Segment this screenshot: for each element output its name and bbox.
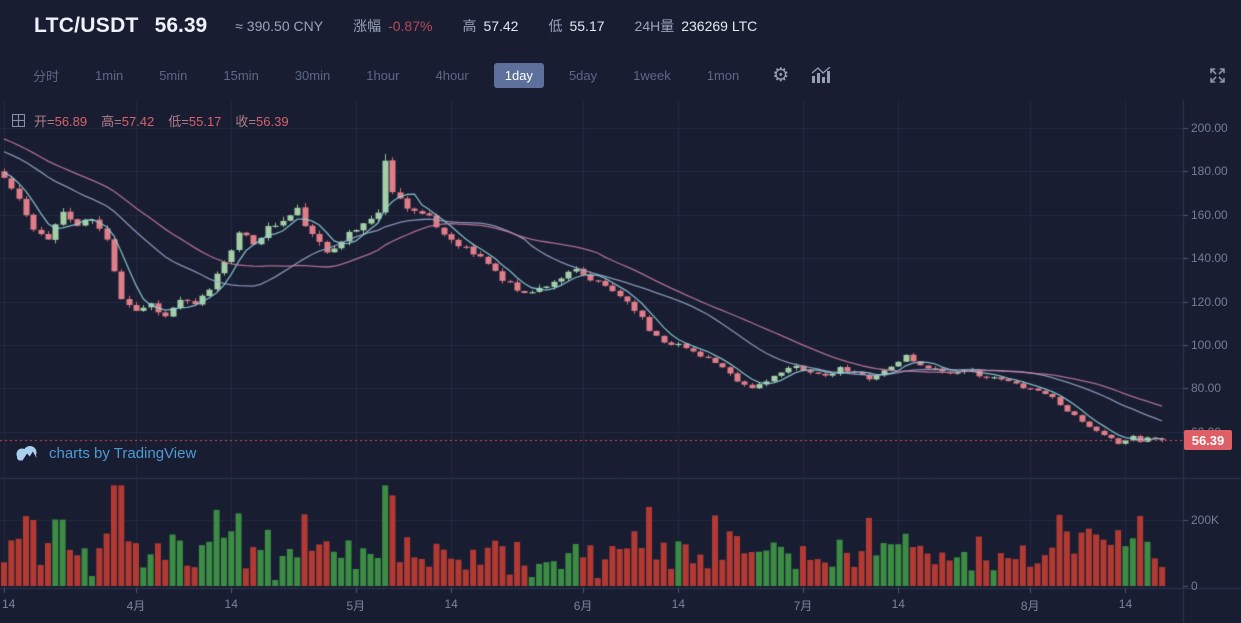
fullscreen-icon[interactable] <box>1208 66 1227 85</box>
interval-tab-分时[interactable]: 分时 <box>33 68 60 84</box>
price-axis-label: 180.00 <box>1191 164 1228 179</box>
high-label: 高 <box>462 18 477 34</box>
time-axis-label: 14 <box>444 597 458 611</box>
volume-axis-label: 200K <box>1191 513 1220 527</box>
price-axis-label: 140.00 <box>1191 251 1228 266</box>
interval-tab-5min[interactable]: 5min <box>159 67 188 83</box>
change-value: -0.87% <box>388 18 433 34</box>
change-24h: 涨幅 -0.87% <box>353 16 432 36</box>
time-axis-label: 14 <box>891 597 905 611</box>
legend-low: 低=55.17 <box>168 114 222 129</box>
high-value: 57.42 <box>483 18 519 34</box>
interval-tab-4hour[interactable]: 4hour <box>435 67 469 83</box>
high-24h: 高 57.42 <box>462 16 518 36</box>
volume-axis-label: 0 <box>1191 579 1198 593</box>
time-axis-label: 14 <box>224 597 238 611</box>
interval-tabs: 分时 1min 5min 15min 30min 1hour 4hour 1day 5day 1w… <box>22 61 750 90</box>
interval-tab-1week[interactable]: 1week <box>633 67 671 83</box>
volume-24h: 24H量 236269 LTC <box>635 16 758 36</box>
last-price: 56.39 <box>154 14 208 37</box>
interval-toolbar: 分时 1min 5min 15min 30min 1hour 4hour 1day 5day 1w… <box>0 52 1241 98</box>
price-axis-label: 120.00 <box>1191 294 1228 309</box>
interval-tab-30min[interactable]: 30min <box>294 67 331 83</box>
interval-tab-1min[interactable]: 1min <box>95 67 124 83</box>
price-axis-label: 100.00 <box>1191 338 1228 352</box>
interval-tab-15min[interactable]: 15min <box>223 67 259 83</box>
tradingview-logo-icon <box>14 445 40 462</box>
low-label: 低 <box>548 18 563 34</box>
time-axis-label: 14 <box>671 597 686 611</box>
interval-tab-1hour[interactable]: 1hour <box>366 67 400 83</box>
price-axis-label: 80.00 <box>1191 381 1222 396</box>
settings-icon[interactable]: ⚙ <box>772 64 790 86</box>
price-axis-label: 200.00 <box>1191 121 1228 135</box>
tradingview-attribution[interactable]: charts by TradingView <box>14 445 196 462</box>
change-label: 涨幅 <box>353 18 382 34</box>
attribution-text: charts by TradingView <box>49 445 197 462</box>
current-price-tag: 56.39 <box>1184 430 1232 450</box>
indicator-icon[interactable] <box>811 66 831 84</box>
time-axis-label: 6月 <box>573 599 593 613</box>
price-axis-label: 160.00 <box>1191 207 1228 222</box>
low-value: 55.17 <box>569 18 605 34</box>
legend-high: 高=57.42 <box>101 114 155 129</box>
legend-close: 收=56.39 <box>235 114 289 129</box>
time-axis-label: 8月 <box>1020 599 1040 613</box>
volume-value: 236269 LTC <box>681 18 758 34</box>
interval-tab-5day[interactable]: 5day <box>568 67 598 83</box>
fiat-equivalent: ≈ 390.50 CNY <box>235 18 324 34</box>
time-axis-label: 14 <box>1118 597 1133 611</box>
time-axis-label: 7月 <box>793 599 813 613</box>
symbol-title: LTC/USDT <box>34 14 139 37</box>
time-axis-label: 4月 <box>126 599 146 613</box>
time-axis-label: 5月 <box>346 599 366 613</box>
interval-tab-1mon[interactable]: 1mon <box>706 67 740 83</box>
legend-open: 开=56.89 <box>34 114 88 129</box>
symbol-header: LTC/USDT 56.39 ≈ 390.50 CNY 涨幅 -0.87% 高 57… <box>0 0 1241 52</box>
low-24h: 低 55.17 <box>548 16 604 36</box>
interval-tab-1day[interactable]: 1day <box>493 62 544 88</box>
ohlc-legend: 开=56.89 高=57.42 低=55.17 收=56.39 <box>12 111 303 130</box>
time-axis-label: 14 <box>2 597 16 611</box>
volume-label: 24H量 <box>634 18 675 34</box>
add-indicator-icon[interactable] <box>12 114 25 127</box>
